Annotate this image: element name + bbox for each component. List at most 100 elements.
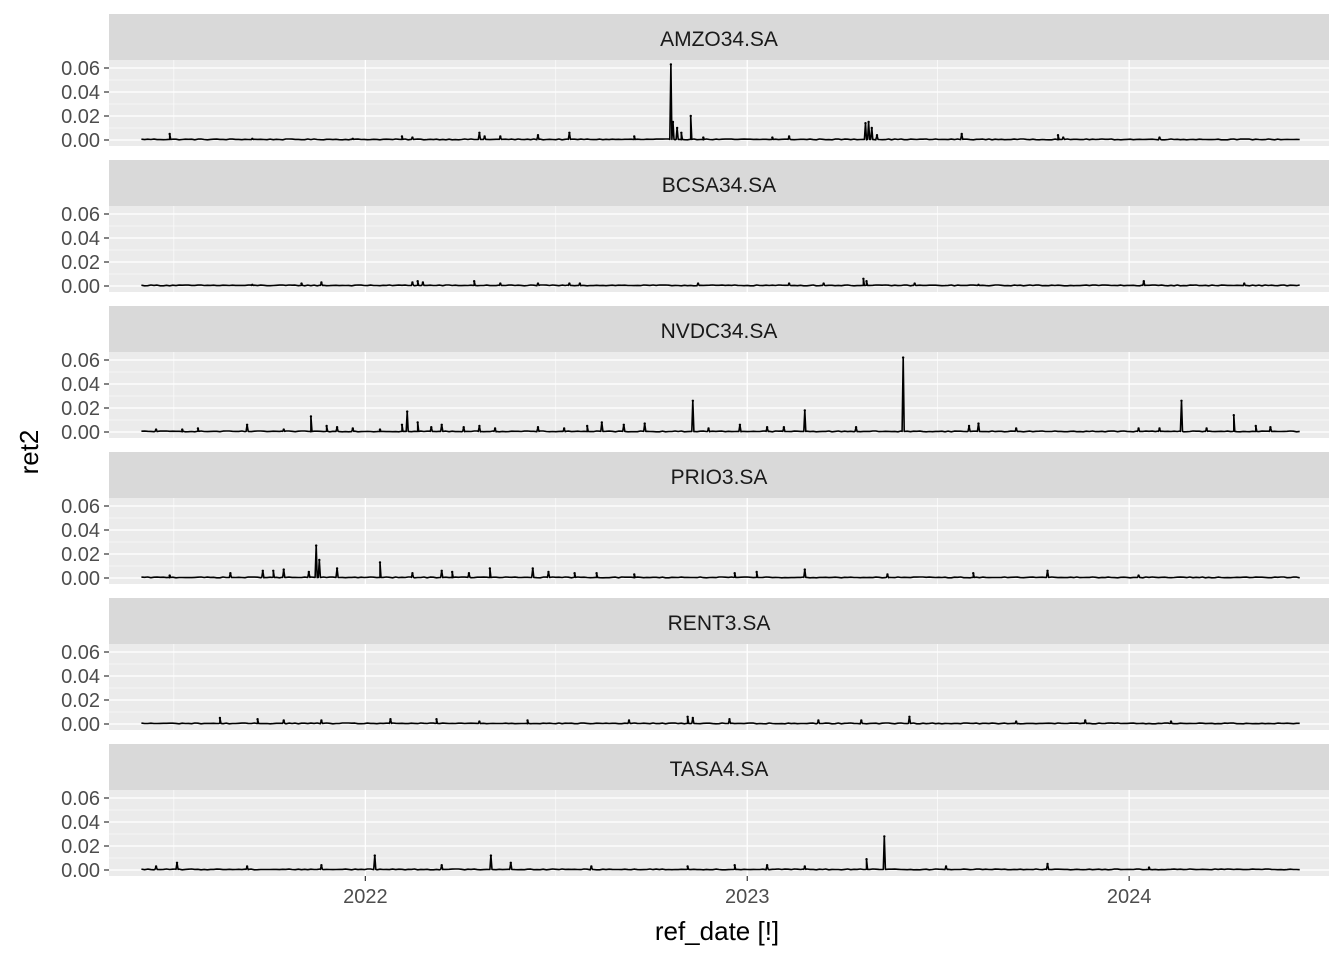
y-tick-label: 0.02: [61, 690, 100, 712]
data-point: [488, 567, 492, 570]
data-point: [472, 280, 476, 283]
data-point: [536, 426, 540, 429]
data-point: [913, 282, 916, 285]
data-point: [251, 283, 254, 286]
y-tick-label: 0.00: [61, 714, 100, 736]
data-point: [318, 558, 321, 562]
data-point: [875, 134, 879, 137]
data-point: [765, 426, 769, 429]
data-point: [860, 719, 863, 722]
data-point: [707, 427, 710, 430]
data-point: [389, 718, 392, 721]
data-point: [450, 570, 454, 574]
data-point: [803, 409, 806, 412]
data-point: [547, 570, 550, 574]
y-tick-label: 0.02: [61, 836, 100, 858]
data-point: [1158, 427, 1161, 430]
data-point: [1014, 427, 1018, 430]
facet-strip-label: AMZO34.SA: [660, 28, 778, 51]
data-point: [568, 131, 571, 134]
data-point: [822, 282, 825, 285]
x-axis: 2022 2023 2024: [343, 876, 1151, 908]
data-point: [573, 572, 576, 575]
data-point: [175, 861, 179, 864]
data-point: [738, 423, 742, 426]
y-tick-label: 0.04: [61, 666, 100, 688]
data-point: [256, 718, 259, 721]
facet-panel-background: [109, 790, 1329, 876]
x-tick-label: 2023: [725, 886, 770, 908]
data-point: [196, 427, 200, 430]
y-tick-label: 0.00: [61, 422, 100, 444]
data-point: [671, 120, 675, 124]
y-tick-label: 0.06: [61, 496, 100, 518]
data-point: [883, 835, 886, 838]
data-point: [251, 137, 254, 140]
facet-strip: [109, 160, 1329, 206]
data-point: [972, 572, 975, 575]
data-point: [967, 424, 971, 428]
series-line: [141, 716, 1300, 725]
data-point: [669, 63, 673, 66]
y-tick-label: 0.04: [61, 812, 100, 834]
data-point: [416, 280, 419, 283]
data-point: [421, 281, 425, 284]
data-point: [245, 423, 249, 426]
data-point: [1137, 574, 1140, 577]
facet-prio3-sa: PRIO3.SA 0.000.020.040.06: [61, 452, 1329, 590]
data-point: [430, 426, 433, 429]
data-point: [787, 282, 791, 285]
data-point: [416, 421, 419, 424]
data-point: [862, 277, 865, 280]
data-point: [1205, 427, 1208, 430]
data-point: [218, 716, 222, 720]
data-point: [562, 427, 566, 430]
data-point: [373, 854, 376, 857]
y-tick-label: 0.04: [61, 228, 100, 250]
data-point: [335, 426, 339, 429]
facet-strip: [109, 598, 1329, 644]
y-tick-label: 0.02: [61, 106, 100, 128]
facet-panels: AMZO34.SA0.000.020.040.06BCSA34.SA0.000.…: [61, 14, 1329, 882]
y-tick-label: 0.00: [61, 130, 100, 152]
data-point: [977, 422, 980, 425]
data-point: [865, 858, 868, 861]
data-point: [765, 864, 769, 867]
data-point: [493, 427, 497, 430]
data-point: [787, 135, 791, 138]
data-point: [817, 719, 820, 722]
y-tick-label: 0.02: [61, 252, 100, 274]
data-point: [536, 282, 540, 285]
y-axis-title: ret2: [14, 430, 44, 475]
data-point: [325, 424, 328, 428]
y-tick-label: 0.00: [61, 568, 100, 590]
data-point: [320, 719, 323, 722]
data-point: [526, 719, 529, 722]
data-point: [307, 570, 311, 574]
data-point: [440, 423, 443, 426]
data-point: [440, 569, 443, 572]
series-line: [141, 356, 1300, 433]
data-point: [154, 865, 158, 868]
data-point: [282, 719, 285, 722]
data-point: [854, 426, 858, 429]
data-point: [314, 544, 318, 547]
data-point: [908, 715, 911, 718]
data-point: [400, 135, 404, 138]
facet-strip: [109, 744, 1329, 790]
data-point: [378, 561, 382, 564]
data-point: [1014, 720, 1018, 723]
data-point: [245, 865, 249, 868]
data-point: [272, 569, 275, 572]
data-point: [411, 281, 414, 284]
data-point: [154, 428, 158, 431]
data-point: [531, 567, 534, 570]
data-point: [600, 421, 604, 424]
data-point: [728, 718, 731, 721]
y-tick-label: 0.06: [61, 204, 100, 226]
data-point: [1137, 427, 1140, 430]
data-point: [411, 136, 414, 139]
data-point: [901, 356, 905, 359]
data-point: [803, 568, 806, 571]
